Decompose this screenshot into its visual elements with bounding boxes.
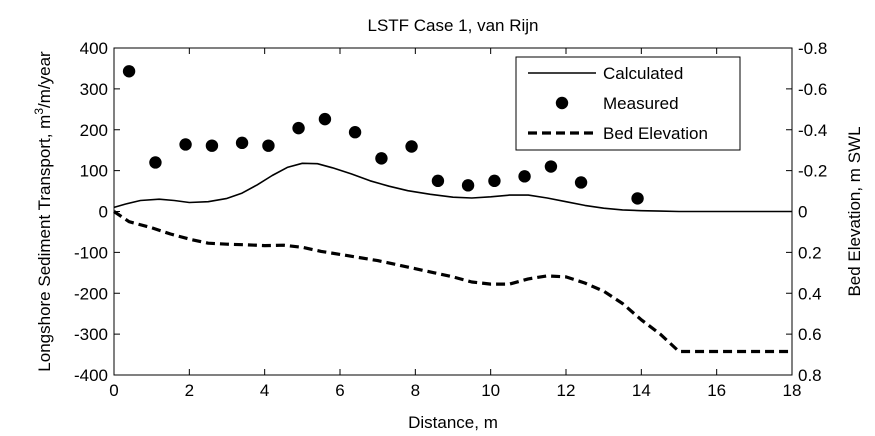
x-tick-label: 10 [481,381,500,400]
measured-point [122,65,136,78]
x-tick-label: 14 [632,381,651,400]
y-right-tick-label: -0.4 [798,121,827,140]
y-left-tick-label: -400 [74,366,108,385]
measured-point [461,179,475,192]
measured-point [149,156,162,169]
y-right-tick-label: -0.2 [798,162,827,181]
measured-point [179,138,192,151]
measured-point [544,160,558,173]
y-right-tick-label: 0 [798,203,807,222]
legend-label: Measured [603,94,679,113]
legend-swatch-measured [555,96,569,110]
x-tick-label: 18 [783,381,802,400]
legend-label: Bed Elevation [603,124,708,143]
y-left-axis-label: Longshore Sediment Transport, m3/m/year [32,51,54,372]
measured-point [405,140,418,153]
y-left-tick-label: -200 [74,284,108,303]
y-left-tick-label: 0 [99,203,108,222]
calculated-line [113,162,792,213]
measured-point [205,139,219,152]
x-tick-label: 4 [260,381,269,400]
measured-point [262,139,275,152]
x-tick-label: 2 [185,381,194,400]
x-tick-label: 16 [707,381,726,400]
y-left-tick-label: -300 [74,325,108,344]
y-right-tick-label: 0.4 [798,284,822,303]
measured-point [574,176,588,189]
measured-point [518,170,531,183]
x-tick-label: 8 [411,381,420,400]
measured-point [235,136,249,150]
x-tick-label: 6 [335,381,344,400]
y-left-tick-label: 200 [80,121,108,140]
y-right-tick-label: 0.2 [798,243,822,262]
measured-point [488,174,501,188]
y-right-tick-label: 0.6 [798,325,822,344]
y-left-tick-label: 400 [80,39,108,58]
legend-label: Calculated [603,64,683,83]
measured-point [318,112,332,126]
measured-point [431,174,445,188]
y-left-tick-label: 300 [80,80,108,99]
measured-point [375,152,388,165]
y-right-tick-label: -0.8 [798,39,827,58]
x-tick-label: 12 [557,381,576,400]
y-right-tick-label: 0.8 [798,366,822,385]
chart-title: LSTF Case 1, van Rijn [367,16,538,35]
y-right-tick-label: -0.6 [798,80,827,99]
y-left-tick-label: 100 [80,162,108,181]
y-left-tick-label: -100 [74,243,108,262]
bed-elevation-line [113,210,792,354]
y-right-axis-label: Bed Elevation, m SWL [845,126,864,296]
x-tick-label: 0 [109,381,118,400]
x-axis-label: Distance, m [408,413,498,432]
measured-point [292,121,305,135]
measured-point [631,192,644,205]
measured-point [348,126,362,139]
